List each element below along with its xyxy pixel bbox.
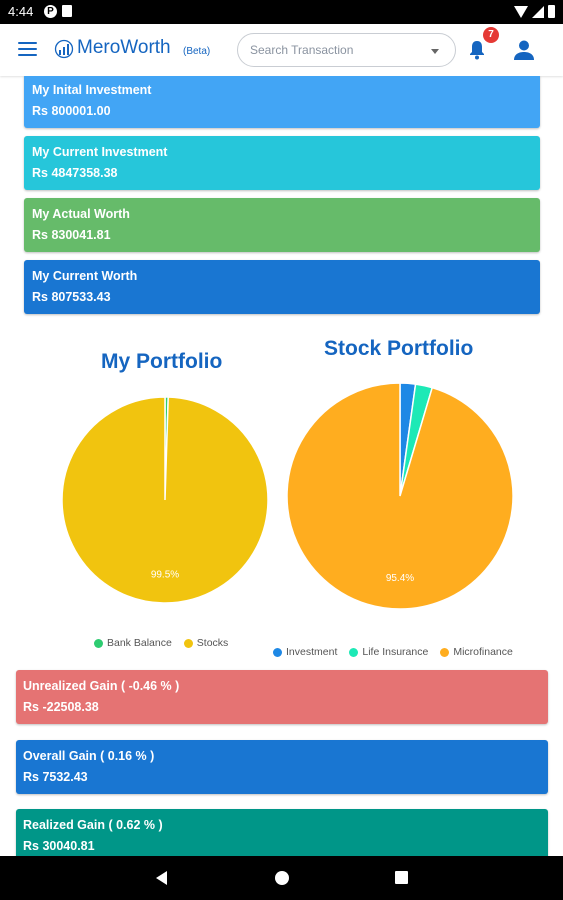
- legend-swatch: [273, 647, 282, 657]
- card-value: Rs 830041.81: [32, 228, 111, 242]
- legend-item[interactable]: Life Insurance: [349, 646, 428, 658]
- parking-notification-icon: P: [44, 5, 57, 18]
- legend-swatch: [349, 647, 359, 657]
- search-input[interactable]: [248, 42, 432, 58]
- chevron-down-icon[interactable]: [431, 49, 439, 54]
- stock-portfolio-title: Stock Portfolio: [324, 337, 474, 360]
- realized-gain-card[interactable]: Realized Gain ( 0.62 % ) Rs 30040.81: [16, 809, 548, 856]
- card-value: Rs 800001.00: [32, 104, 111, 118]
- card-value: Rs 30040.81: [23, 839, 95, 853]
- legend-label: Stocks: [196, 637, 229, 649]
- card-value: Rs 4847358.38: [32, 166, 118, 180]
- beta-label: (Beta): [183, 46, 211, 57]
- legend-item[interactable]: Investment: [273, 646, 337, 658]
- back-icon[interactable]: [156, 871, 167, 885]
- system-nav-bar: [0, 856, 563, 900]
- overall-gain-card[interactable]: Overall Gain ( 0.16 % ) Rs 7532.43: [16, 740, 548, 794]
- legend-label: Bank Balance: [107, 637, 172, 649]
- status-bar: 4:44 P: [0, 0, 563, 24]
- card-label: Unrealized Gain ( -0.46 % ): [23, 679, 180, 693]
- app-brand: MeroWorth: [77, 37, 171, 58]
- card-label: My Current Worth: [32, 269, 138, 283]
- home-icon[interactable]: [275, 871, 289, 885]
- card-value: Rs -22508.38: [23, 700, 99, 714]
- actual-worth-card[interactable]: My Actual Worth Rs 830041.81: [24, 198, 540, 252]
- legend-label: Investment: [286, 646, 338, 658]
- pie-slice-stocks: [61, 396, 269, 604]
- signal-icon: [532, 6, 544, 18]
- card-value: Rs 807533.43: [32, 290, 111, 304]
- legend-label: Microfinance: [453, 646, 513, 658]
- legend-item[interactable]: Bank Balance: [94, 637, 172, 649]
- card-label: My Actual Worth: [32, 207, 130, 221]
- card-label: Overall Gain ( 0.16 % ): [23, 749, 155, 763]
- pie-slice-microfinance: [286, 382, 514, 610]
- card-label: My Current Investment: [32, 145, 168, 159]
- pie-data-label: 95.4%: [386, 573, 414, 584]
- current-worth-card[interactable]: My Current Worth Rs 807533.43: [24, 260, 540, 314]
- my-portfolio-title: My Portfolio: [101, 350, 223, 373]
- hamburger-menu-icon[interactable]: [18, 42, 37, 56]
- legend-item[interactable]: Microfinance: [440, 646, 513, 658]
- pie-data-label: 99.5%: [151, 569, 179, 580]
- status-time: 4:44: [8, 4, 34, 19]
- legend-swatch: [94, 638, 103, 648]
- app-bar: MeroWorth (Beta) 7: [0, 24, 563, 76]
- recents-icon[interactable]: [395, 871, 408, 884]
- dashboard-content: My Inital Investment Rs 800001.00 My Cur…: [0, 76, 563, 856]
- notification-badge: 7: [483, 27, 499, 43]
- wifi-icon: [514, 6, 528, 18]
- stock-portfolio-pie-chart: 95.4%: [286, 382, 514, 610]
- battery-icon: [548, 5, 555, 18]
- stock-portfolio-legend: Investment Life Insurance Microfinance: [273, 646, 513, 658]
- my-portfolio-pie-chart: 99.5%: [61, 396, 269, 604]
- logo-icon: [54, 39, 74, 59]
- legend-label: Life Insurance: [362, 646, 429, 658]
- account-icon[interactable]: [513, 39, 535, 61]
- card-value: Rs 7532.43: [23, 770, 88, 784]
- card-label: My Inital Investment: [32, 83, 152, 97]
- unrealized-gain-card[interactable]: Unrealized Gain ( -0.46 % ) Rs -22508.38: [16, 670, 548, 724]
- current-investment-card[interactable]: My Current Investment Rs 4847358.38: [24, 136, 540, 190]
- my-portfolio-legend: Bank Balance Stocks: [94, 637, 228, 649]
- card-label: Realized Gain ( 0.62 % ): [23, 818, 163, 832]
- summary-cards: My Inital Investment Rs 800001.00 My Cur…: [24, 76, 540, 322]
- initial-investment-card[interactable]: My Inital Investment Rs 800001.00: [24, 76, 540, 128]
- sd-card-icon: [62, 5, 72, 17]
- search-transaction[interactable]: [237, 33, 456, 67]
- legend-swatch: [183, 638, 193, 648]
- legend-item[interactable]: Stocks: [183, 637, 229, 649]
- bell-icon[interactable]: [468, 40, 486, 60]
- legend-swatch: [440, 647, 450, 657]
